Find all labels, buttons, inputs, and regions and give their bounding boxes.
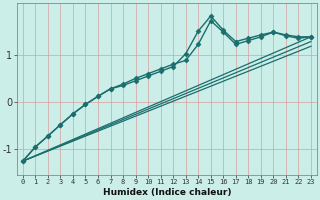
X-axis label: Humidex (Indice chaleur): Humidex (Indice chaleur) bbox=[103, 188, 231, 197]
